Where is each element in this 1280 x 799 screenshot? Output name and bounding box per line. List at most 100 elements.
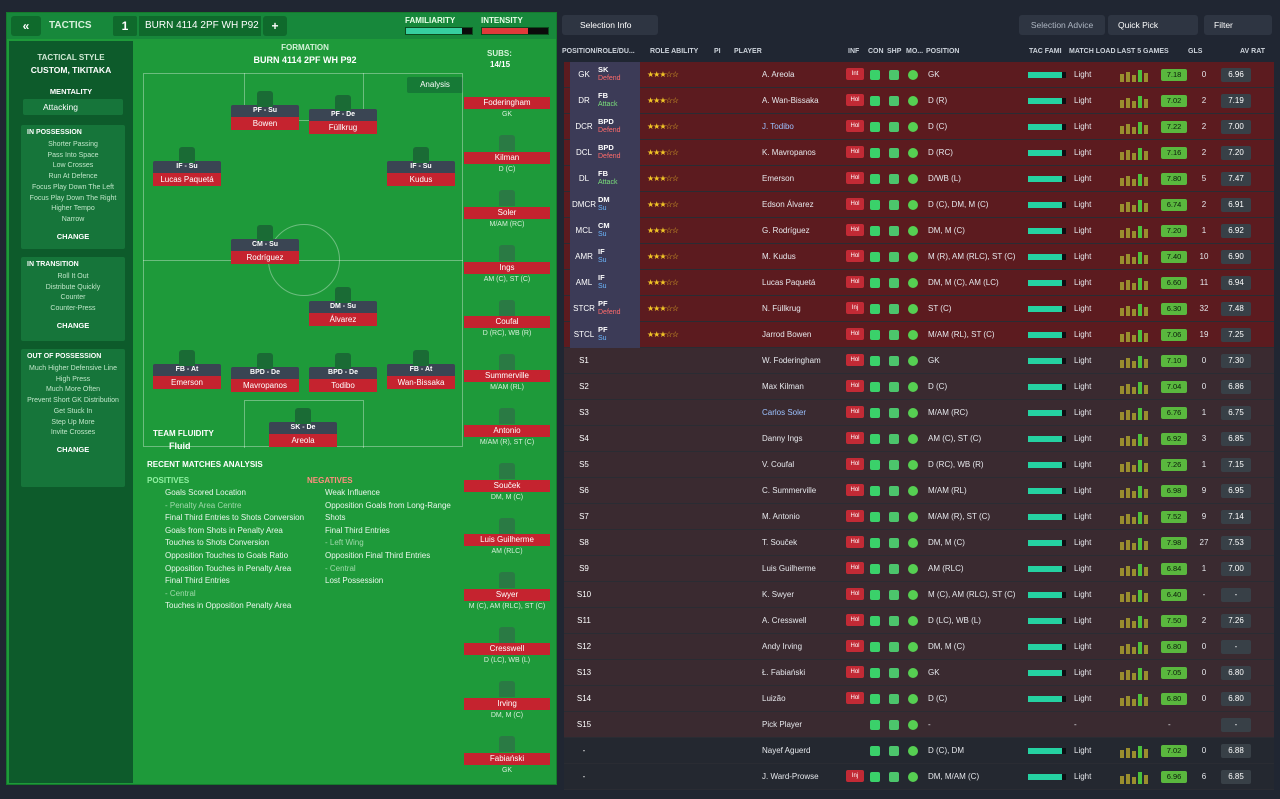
table-row[interactable]: S12 Andy Irving Hol DM, M (C) Light 6.80 0 - bbox=[564, 634, 1274, 660]
position-cell[interactable]: S2 bbox=[570, 374, 640, 400]
player-name[interactable]: T. Souček bbox=[762, 538, 798, 547]
player-token[interactable]: PF - De Füllkrug bbox=[309, 95, 377, 137]
position-cell[interactable]: S8 bbox=[570, 530, 640, 556]
position-cell[interactable]: DCL BPD Defend bbox=[570, 140, 640, 166]
sub-name[interactable]: Cresswell bbox=[464, 643, 550, 655]
table-row[interactable]: S6 C. Summerville Hol M/AM (RL) Light 6.98 9 6.… bbox=[564, 478, 1274, 504]
position-cell[interactable]: S9 bbox=[570, 556, 640, 582]
table-row[interactable]: S1 W. Foderingham Hol GK Light 7.10 0 7.30 bbox=[564, 348, 1274, 374]
player-name[interactable]: M. Antonio bbox=[762, 512, 800, 521]
sub-name[interactable]: Irving bbox=[464, 698, 550, 710]
position-cell[interactable]: S7 bbox=[570, 504, 640, 530]
player-name[interactable]: Pick Player bbox=[762, 720, 803, 729]
player-token[interactable]: IF - Su Kudus bbox=[387, 147, 455, 189]
column-header[interactable]: MO... bbox=[906, 48, 924, 55]
position-cell[interactable]: S10 bbox=[570, 582, 640, 608]
position-cell[interactable]: S13 bbox=[570, 660, 640, 686]
sub-name[interactable]: Kilman bbox=[464, 152, 550, 164]
table-row[interactable]: S2 Max Kilman Hol D (C) Light 7.04 0 6.86 bbox=[564, 374, 1274, 400]
out-of-possession-change-button[interactable]: CHANGE bbox=[56, 444, 90, 454]
column-header[interactable]: POSITION/ROLE/DU... bbox=[562, 48, 635, 55]
sub-name[interactable]: Foderingham bbox=[464, 97, 550, 109]
player-name[interactable]: C. Summerville bbox=[762, 486, 817, 495]
position-cell[interactable]: S3 bbox=[570, 400, 640, 426]
player-token[interactable]: IF - Su Lucas Paquetá bbox=[153, 147, 221, 189]
position-cell[interactable]: STCL PF Su bbox=[570, 322, 640, 348]
filter-button[interactable]: Filter bbox=[1204, 15, 1272, 35]
player-name[interactable]: K. Mavropanos bbox=[762, 148, 816, 157]
position-cell[interactable]: S4 bbox=[570, 426, 640, 452]
player-name[interactable]: Ł. Fabiański bbox=[762, 668, 806, 677]
table-row[interactable]: AMR IF Su ★★★☆☆ M. Kudus Hol M (R), AM (RLC), … bbox=[564, 244, 1274, 270]
recent-matches-analysis-link[interactable]: RECENT MATCHES ANALYSIS bbox=[147, 460, 263, 469]
player-token[interactable]: BPD - De Mavropanos bbox=[231, 353, 299, 395]
selection-advice-button[interactable]: Selection Advice bbox=[1019, 15, 1105, 35]
position-cell[interactable]: S15 bbox=[570, 712, 640, 738]
mentality-dropdown[interactable]: Attacking bbox=[23, 99, 123, 115]
table-row[interactable]: DMCR DM Su ★★★☆☆ Edson Álvarez Hol D (C), DM, … bbox=[564, 192, 1274, 218]
table-row[interactable]: DCR BPD Defend ★★★☆☆ J. Todibo Hol D (C) Light 7… bbox=[564, 114, 1274, 140]
position-cell[interactable]: DL FB Attack bbox=[570, 166, 640, 192]
position-cell[interactable]: S6 bbox=[570, 478, 640, 504]
column-header[interactable]: CON bbox=[868, 48, 884, 55]
player-name[interactable]: V. Coufal bbox=[762, 460, 795, 469]
player-name[interactable]: Nayef Aguerd bbox=[762, 746, 811, 755]
player-name[interactable]: Emerson bbox=[762, 174, 795, 183]
table-row[interactable]: S13 Ł. Fabiański Hol GK Light 7.05 0 6.80 bbox=[564, 660, 1274, 686]
player-token[interactable]: FB - At Wan-Bissaka bbox=[387, 350, 455, 392]
player-name[interactable]: A. Cresswell bbox=[762, 616, 807, 625]
tactic-slot-number[interactable]: 1 bbox=[113, 16, 137, 36]
sub-name[interactable]: Antonio bbox=[464, 425, 550, 437]
analysis-button[interactable]: Analysis bbox=[407, 77, 463, 93]
sub-name[interactable]: Summerville bbox=[464, 370, 550, 382]
sub-name[interactable]: Coufal bbox=[464, 316, 550, 328]
table-row[interactable]: - J. Ward-Prowse Inj DM, M/AM (C) Light 6.96 6… bbox=[564, 764, 1274, 790]
table-row[interactable]: STCR PF Defend ★★★☆☆ N. Füllkrug Inj ST (C) Lig… bbox=[564, 296, 1274, 322]
player-name[interactable]: Edson Álvarez bbox=[762, 200, 814, 209]
position-cell[interactable]: DMCR DM Su bbox=[570, 192, 640, 218]
position-cell[interactable]: MCL CM Su bbox=[570, 218, 640, 244]
player-token[interactable]: CM - Su Rodríguez bbox=[231, 225, 299, 267]
sub-name[interactable]: Soler bbox=[464, 207, 550, 219]
selection-info-dropdown[interactable]: Selection Info bbox=[562, 15, 658, 35]
table-row[interactable]: S11 A. Cresswell Hol D (LC), WB (L) Light 7.5… bbox=[564, 608, 1274, 634]
player-name[interactable]: A. Wan-Bissaka bbox=[762, 96, 819, 105]
position-cell[interactable]: AMR IF Su bbox=[570, 244, 640, 270]
position-cell[interactable]: S5 bbox=[570, 452, 640, 478]
position-cell[interactable]: S14 bbox=[570, 686, 640, 712]
position-cell[interactable]: DCR BPD Defend bbox=[570, 114, 640, 140]
position-cell[interactable]: DR FB Attack bbox=[570, 88, 640, 114]
sub-name[interactable]: Fabiański bbox=[464, 753, 550, 765]
position-cell[interactable]: S1 bbox=[570, 348, 640, 374]
column-header[interactable]: ROLE ABILITY bbox=[650, 48, 699, 55]
position-cell[interactable]: S12 bbox=[570, 634, 640, 660]
table-row[interactable]: S14 Luizão Hol D (C) Light 6.80 0 6.80 bbox=[564, 686, 1274, 712]
player-name[interactable]: G. Rodríguez bbox=[762, 226, 810, 235]
table-row[interactable]: GK SK Defend ★★★☆☆ A. Areola Int GK Light 7.18 0 6… bbox=[564, 62, 1274, 88]
column-header[interactable]: GLS bbox=[1188, 48, 1203, 55]
table-row[interactable]: S15 Pick Player - - - - bbox=[564, 712, 1274, 738]
column-header[interactable]: MATCH LOAD bbox=[1069, 48, 1116, 55]
in-possession-change-button[interactable]: CHANGE bbox=[56, 231, 90, 241]
column-header[interactable]: PLAYER bbox=[734, 48, 762, 55]
table-row[interactable]: S3 Carlos Soler Hol M/AM (RC) Light 6.76 1 6.75 bbox=[564, 400, 1274, 426]
player-name[interactable]: J. Todibo bbox=[762, 122, 794, 131]
add-tactic-button[interactable]: + bbox=[263, 16, 287, 36]
player-name[interactable]: M. Kudus bbox=[762, 252, 796, 261]
player-token[interactable]: BPD - De Todibo bbox=[309, 353, 377, 395]
position-cell[interactable]: S11 bbox=[570, 608, 640, 634]
player-token[interactable]: DM - Su Álvarez bbox=[309, 287, 377, 329]
column-header[interactable]: TAC FAMI bbox=[1029, 48, 1062, 55]
player-token[interactable]: SK - De Areola bbox=[269, 408, 337, 450]
player-name[interactable]: J. Ward-Prowse bbox=[762, 772, 819, 781]
player-token[interactable]: FB - At Emerson bbox=[153, 350, 221, 392]
player-name[interactable]: W. Foderingham bbox=[762, 356, 821, 365]
player-name[interactable]: Carlos Soler bbox=[762, 408, 807, 417]
tactic-name[interactable]: BURN 4114 2PF WH P92 bbox=[139, 16, 261, 36]
column-header[interactable]: POSITION bbox=[926, 48, 960, 55]
in-transition-change-button[interactable]: CHANGE bbox=[56, 320, 90, 330]
table-row[interactable]: STCL PF Su ★★★☆☆ Jarrod Bowen Hol M/AM (RL), S… bbox=[564, 322, 1274, 348]
player-name[interactable]: N. Füllkrug bbox=[762, 304, 801, 313]
table-row[interactable]: DL FB Attack ★★★☆☆ Emerson Hol D/WB (L) Light 7.… bbox=[564, 166, 1274, 192]
position-cell[interactable]: AML IF Su bbox=[570, 270, 640, 296]
